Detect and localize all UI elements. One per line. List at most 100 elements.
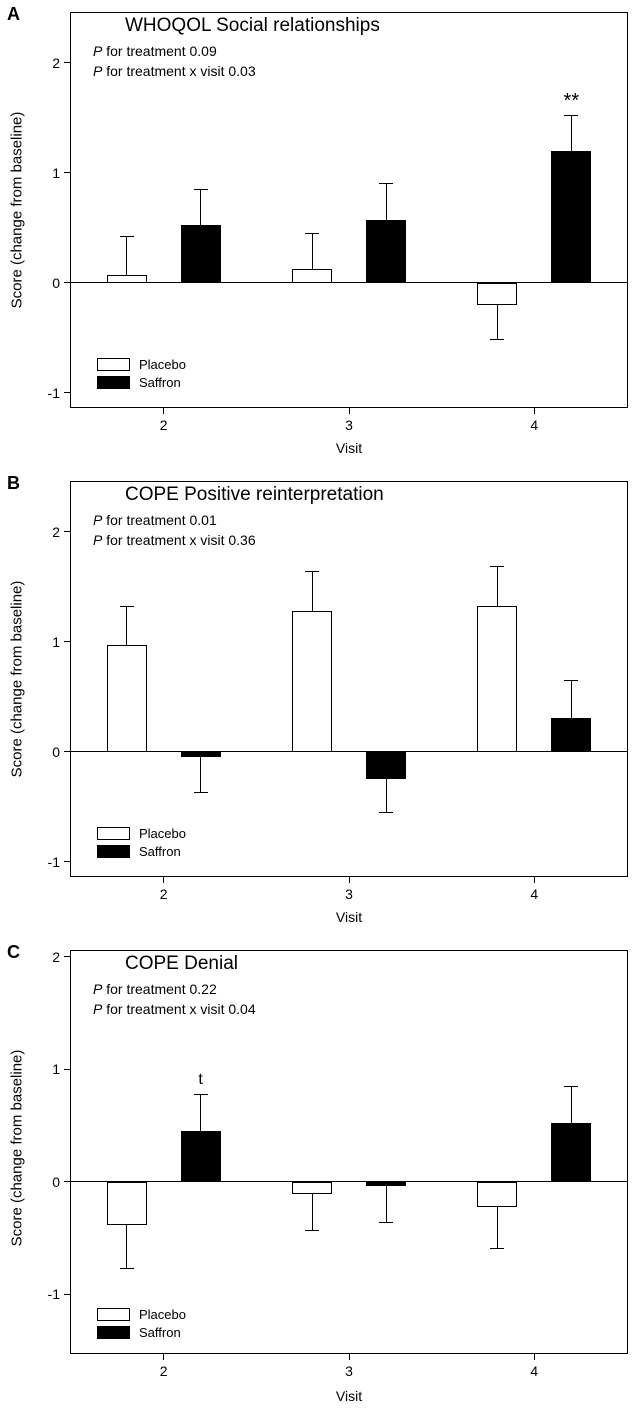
y-tick [64,956,71,958]
p-value-interaction: P for treatment x visit 0.03 [93,63,256,79]
x-tick-label: 2 [159,417,168,433]
x-tick [163,1353,165,1360]
x-tick [348,876,350,883]
bar-placebo-visit-4 [477,282,518,305]
error-bar-cap [564,679,579,681]
x-tick-label: 2 [159,886,168,902]
bar-placebo-visit-4 [477,606,518,752]
bar-placebo-visit-2 [106,1181,147,1225]
bar-placebo-visit-3 [292,1181,332,1195]
x-tick [163,876,165,883]
legend-swatch-saffron [97,845,130,858]
error-bar [570,1086,572,1124]
y-tick-label: 2 [52,54,60,71]
legend-label: Saffron [139,1325,181,1340]
y-tick-label: -1 [47,384,60,401]
error-bar-cap [490,1247,505,1249]
y-tick-label: 2 [52,948,60,965]
bar-placebo-visit-3 [292,610,332,752]
y-tick-label: -1 [47,853,60,870]
error-bar [311,571,313,611]
p-value-interaction: P for treatment x visit 0.36 [93,532,256,548]
x-tick-label: 3 [345,886,353,902]
x-tick [533,876,535,883]
chart-title: COPE Denial [125,953,238,974]
panel-C: C Score (change from baseline) COPE Deni… [0,938,640,1409]
bar-saffron-visit-3 [366,1181,406,1187]
bar-saffron-visit-3 [366,751,406,780]
x-tick-label: 4 [530,417,539,433]
x-tick [348,407,350,414]
error-bar [496,566,498,607]
chart-title: WHOQOL Social relationships [125,15,380,36]
error-bar [200,757,202,793]
p-value-interaction: P for treatment x visit 0.04 [93,1001,256,1017]
legend-swatch-placebo [97,827,130,840]
p-value-treatment: P for treatment 0.01 [93,512,217,528]
x-tick [163,407,165,414]
x-tick-label: 3 [345,1363,353,1379]
y-axis-label: Score (change from baseline) [8,111,26,309]
error-bar [496,304,498,340]
y-tick-label: 2 [52,523,60,540]
x-tick [348,1353,350,1360]
y-axis-label: Score (change from baseline) [8,1049,26,1247]
legend: Placebo Saffron [97,1304,186,1343]
x-axis-label: Visit [335,909,363,925]
legend-label: Saffron [139,844,181,859]
plot-area: WHOQOL Social relationships P for treatm… [48,12,628,433]
legend-item: Saffron [97,1325,186,1340]
y-tick [64,1293,71,1295]
error-bar-cap [193,791,208,793]
y-tick [64,1068,71,1070]
bar-saffron-visit-4 [551,717,592,752]
y-tick [64,531,71,533]
error-bar [496,1206,498,1249]
bar-placebo-visit-2 [106,644,147,752]
panel-label: B [7,473,20,493]
chart-title: COPE Positive reinterpretation [125,484,384,505]
zero-line [71,1181,627,1183]
legend-item: Saffron [97,375,186,390]
p-value-treatment: P for treatment 0.22 [93,981,217,997]
bar-placebo-visit-3 [292,269,332,283]
y-tick [64,62,71,64]
panel-label: C [7,942,20,962]
error-bar [126,236,128,275]
error-bar [126,606,128,645]
error-bar-cap [490,566,505,568]
y-tick-label: 0 [52,743,60,760]
error-bar [385,1186,387,1223]
x-tick-label: 4 [530,886,539,902]
bar-placebo-visit-4 [477,1181,518,1207]
y-tick-label: 1 [52,164,60,181]
y-tick-label: 1 [52,1061,60,1078]
panel-label: A [7,4,20,24]
legend-swatch-saffron [97,376,130,389]
x-tick [533,1353,535,1360]
y-tick-label: -1 [47,1286,60,1303]
x-tick-label: 4 [530,1363,539,1379]
y-tick-label: 1 [52,633,60,650]
error-bar [385,183,387,220]
y-tick [64,282,71,284]
legend-label: Placebo [139,826,186,841]
error-bar [200,189,202,226]
bar-saffron-visit-4 [551,150,592,283]
legend-label: Placebo [139,1307,186,1322]
legend-label: Placebo [139,357,186,372]
bar-saffron-visit-2 [180,1131,221,1182]
legend-item: Saffron [97,844,186,859]
legend: Placebo Saffron [97,354,186,393]
y-tick-label: 0 [52,274,60,291]
bar-saffron-visit-2 [180,751,221,758]
plot-area: COPE Positive reinterpretation P for tre… [48,481,628,902]
y-tick [64,1181,71,1183]
error-bar-cap [379,1221,393,1223]
panel-B: B Score (change from baseline) COPE Posi… [0,469,640,938]
legend-label: Saffron [139,375,181,390]
legend-item: Placebo [97,357,186,372]
legend-swatch-placebo [97,1308,130,1321]
error-bar-cap [119,1268,134,1270]
error-bar-cap [379,183,393,185]
